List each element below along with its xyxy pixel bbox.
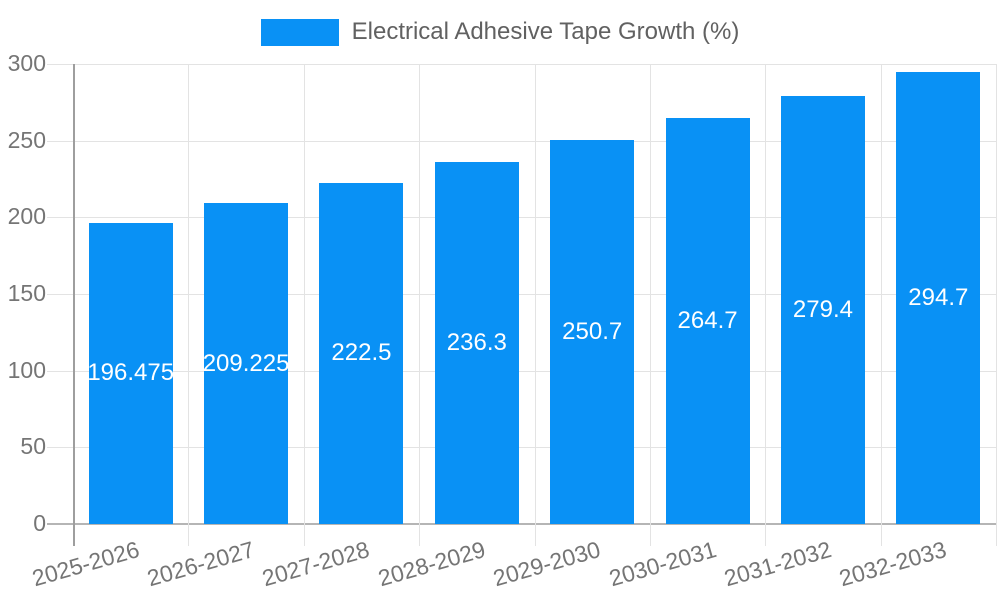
x-axis-label: 2030-2031	[605, 536, 719, 592]
bar[interactable]	[434, 161, 519, 524]
y-axis-label: 250	[7, 126, 46, 153]
v-gridline	[534, 64, 536, 546]
x-axis-label: 2028-2029	[375, 536, 488, 592]
legend-color-swatch	[260, 18, 339, 46]
v-gridline	[649, 64, 651, 546]
bar[interactable]	[550, 139, 635, 524]
bar[interactable]	[204, 203, 289, 524]
y-axis-label: 100	[7, 356, 46, 383]
bar[interactable]	[780, 95, 865, 524]
legend-item[interactable]: Electrical Adhesive Tape Growth (%)	[0, 16, 1000, 48]
v-gridline	[996, 64, 997, 546]
h-gridline	[47, 370, 996, 372]
v-gridline	[303, 64, 305, 546]
x-axis-label: 2032-2033	[836, 536, 950, 592]
y-axis-label: 150	[7, 279, 46, 306]
v-gridline	[765, 64, 767, 546]
y-axis-label: 200	[7, 203, 46, 230]
x-axis-label: 2031-2032	[721, 536, 835, 592]
legend-label: Electrical Adhesive Tape Growth (%)	[351, 18, 740, 45]
h-gridline	[47, 217, 996, 219]
y-axis-line	[73, 64, 75, 546]
y-axis-label: 300	[7, 49, 46, 76]
bar[interactable]	[319, 182, 404, 524]
v-gridline	[419, 64, 421, 546]
x-axis-label: 2027-2028	[259, 536, 373, 592]
bar[interactable]	[896, 72, 981, 524]
v-gridline	[188, 64, 190, 546]
bar[interactable]	[88, 222, 173, 524]
h-gridline	[47, 294, 996, 295]
h-gridline	[47, 140, 996, 142]
x-axis-label: 2029-2030	[490, 536, 604, 592]
x-axis-label: 2026-2027	[144, 536, 258, 592]
x-axis-baseline	[47, 523, 996, 525]
y-axis-label: 50	[20, 433, 46, 460]
bar[interactable]	[665, 118, 750, 524]
v-gridline	[880, 64, 882, 546]
h-gridline	[47, 447, 996, 449]
h-gridline	[47, 64, 996, 65]
y-axis-label: 0	[33, 509, 46, 536]
x-axis-label: 2025-2026	[28, 536, 142, 592]
